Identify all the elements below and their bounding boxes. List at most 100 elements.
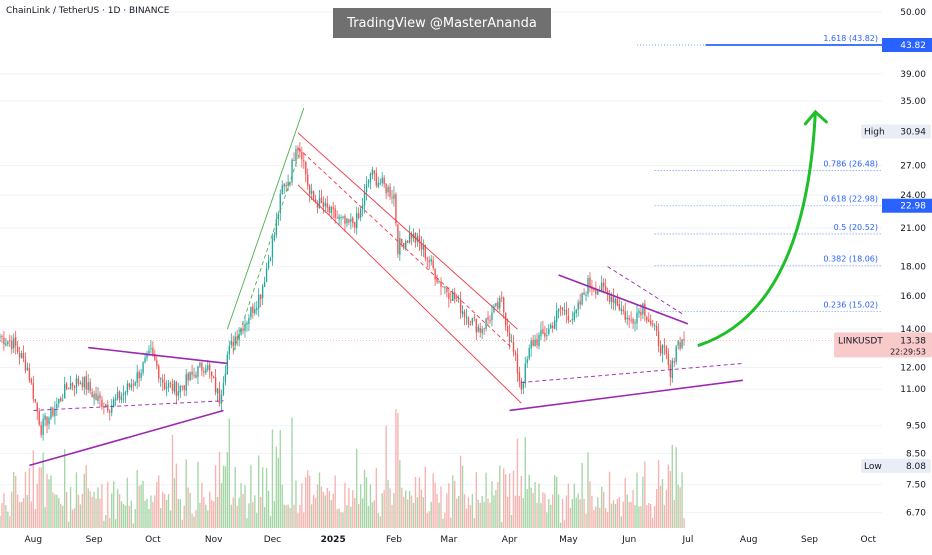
volume-bar [677,484,679,528]
volume-bar [589,481,591,528]
volume-bar [181,519,183,528]
candle-body [381,177,383,184]
volume-bar [191,513,193,528]
last-price-value: 13.38 [900,336,926,346]
candle-body [234,336,236,346]
volume-bar [71,509,74,528]
volume-bar [420,489,423,528]
volume-bar [626,494,628,528]
volume-bar [124,505,127,528]
candle-body [218,388,221,404]
volume-bar [79,504,82,528]
candle-body [297,148,299,151]
volume-bar [506,496,509,528]
candle-body [522,383,525,389]
volume-bar [630,501,632,528]
volume-bar [387,479,389,528]
candle-body [567,315,570,321]
candle-body [99,394,101,399]
candle-body [410,234,413,239]
volume-bar [73,508,76,528]
channel-line [297,184,522,404]
candle-body [444,287,446,289]
candle-body [73,386,76,389]
fib-price-tag-bg [882,198,932,213]
candle-body [316,202,319,208]
candle-body [52,407,54,416]
volume-bar [5,505,7,528]
candle-body [161,379,164,383]
volume-bar [667,464,670,528]
candle-body [448,293,450,299]
volume-bar [663,504,666,528]
candle-body [199,362,201,367]
candle-body [420,242,423,250]
candle-body [267,260,270,269]
volume-bar [606,512,609,528]
candle-body [385,183,387,194]
projection-arrowhead [803,109,828,126]
candle-body [348,219,350,223]
time-tick-label: Sep [801,535,818,545]
candle-body [112,399,115,406]
volume-bar [555,476,558,528]
candle-body [632,319,634,324]
candle-body [673,361,675,363]
candle-body [454,292,456,300]
volume-bar [101,484,103,528]
candle-body [122,393,125,396]
candle-body [283,183,285,187]
candle-body [561,307,564,310]
volume-bar [444,512,446,528]
volume-bar [81,493,84,528]
candle-body [399,238,401,255]
candle-body [585,295,587,297]
candle-body [601,282,603,291]
volume-bar [602,492,605,528]
candle-body [350,218,352,222]
candle-body [487,317,489,320]
candle-body [495,302,497,307]
candle-body [338,216,340,220]
price-tick-label: 35.00 [900,97,926,107]
badge-label: Low [864,462,882,472]
volume-bar [16,494,19,528]
candle-body [95,393,97,400]
volume-bar [399,460,401,528]
volume-bar [310,504,313,528]
volume-bar [40,467,42,528]
volume-bar [465,508,468,528]
candle-body [328,206,330,213]
volume-bar [130,500,133,528]
candle-body [185,374,187,391]
volume-bar [160,508,162,528]
volume-bar [375,467,378,528]
volume-bar [44,506,46,528]
candle-body [579,301,581,305]
wedge-line [509,379,743,412]
candle-body [58,398,60,404]
volume-bar [636,472,638,528]
time-tick-label: Oct [145,535,161,545]
candle-body [510,341,513,343]
candle-body [191,371,193,375]
volume-bar [205,504,207,528]
candle-body [271,238,274,258]
volume-bar [567,483,570,528]
volume-bar [618,496,621,528]
volume-bar [514,495,517,528]
fib-level-label: 0.786 (26.48) [823,159,878,168]
candle-body [252,306,254,314]
candle-body [395,194,397,224]
candle-body [491,312,493,321]
volume-bar [491,481,493,528]
volume-bar [614,503,617,528]
volume-bar [24,472,27,528]
volume-bar [77,494,80,528]
volume-bar [195,510,197,528]
candle-body [216,388,219,394]
candle-body [114,398,117,401]
volume-bar [544,493,546,528]
volume-bar [91,496,93,528]
